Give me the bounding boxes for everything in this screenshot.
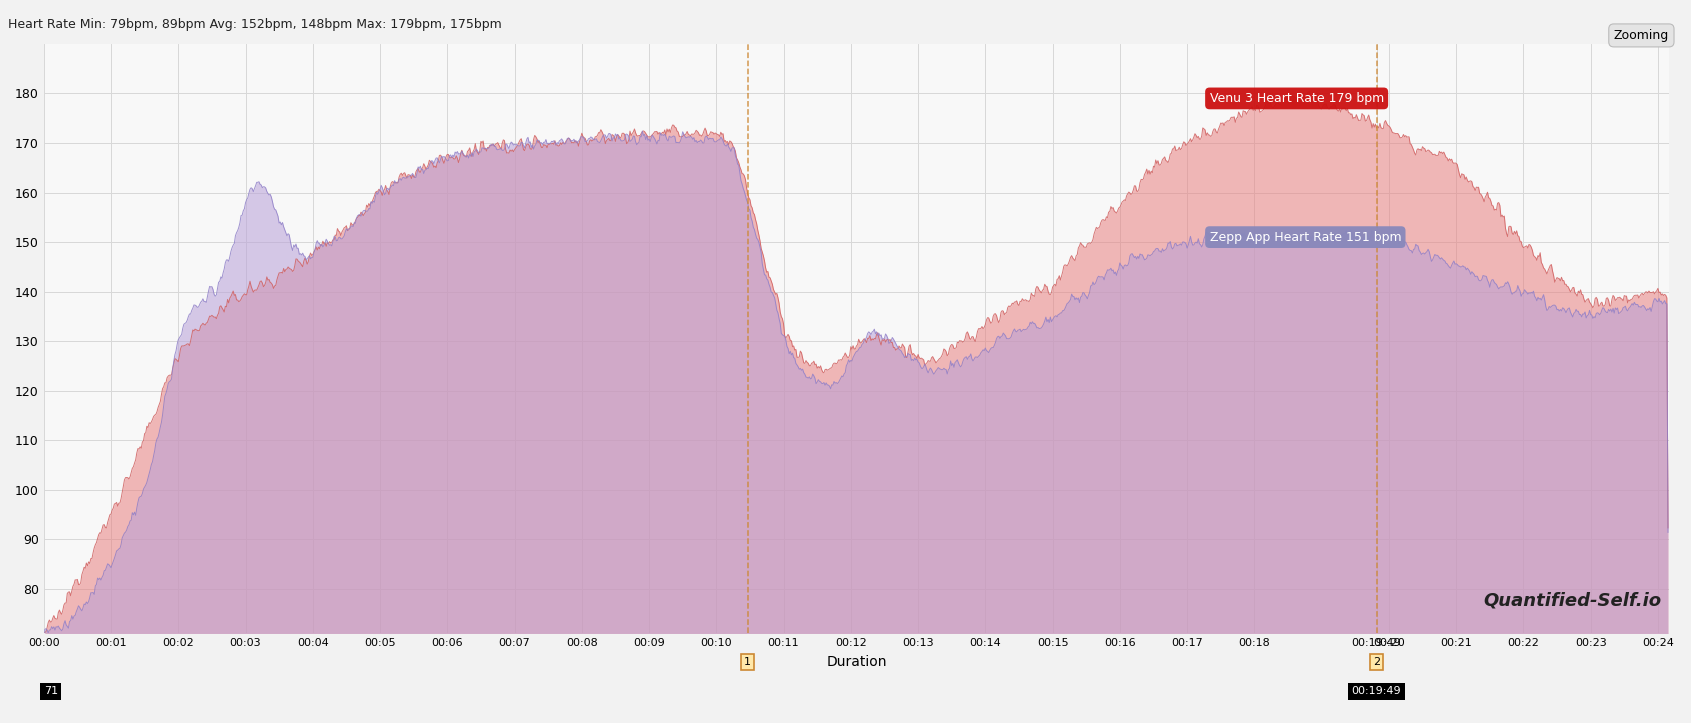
X-axis label: Duration: Duration <box>827 655 886 669</box>
Text: Zooming: Zooming <box>1613 29 1669 42</box>
Text: 2: 2 <box>1373 657 1380 667</box>
Text: Quantified-Self.io: Quantified-Self.io <box>1483 592 1661 610</box>
Text: 00:19:49: 00:19:49 <box>1351 687 1402 696</box>
Text: Venu 3 Heart Rate 179 bpm: Venu 3 Heart Rate 179 bpm <box>1209 92 1383 105</box>
Text: Zepp App Heart Rate 151 bpm: Zepp App Heart Rate 151 bpm <box>1209 231 1402 244</box>
Text: Heart Rate Min: 79bpm, 89bpm Avg: 152bpm, 148bpm Max: 179bpm, 175bpm: Heart Rate Min: 79bpm, 89bpm Avg: 152bpm… <box>8 18 502 31</box>
Text: 71: 71 <box>44 687 57 696</box>
Text: 1: 1 <box>744 657 751 667</box>
